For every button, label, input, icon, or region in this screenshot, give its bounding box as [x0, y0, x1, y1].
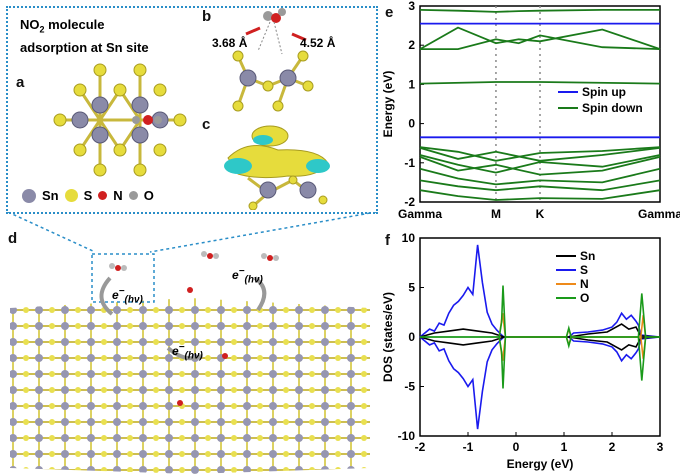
dos-ylabel: DOS (states/eV) [381, 292, 395, 382]
dos-ytick-label: -5 [404, 380, 415, 394]
band-series-line [419, 156, 661, 176]
legend-s: S [83, 188, 93, 203]
panel-e-label: e [385, 4, 394, 21]
dos-series-up [419, 244, 661, 338]
dos-series-down [419, 336, 661, 430]
band-xtick-label: Gamma [638, 207, 680, 221]
dos-legend-label: O [580, 291, 589, 305]
zoom-lines [7, 212, 377, 253]
band-ytick-label: -2 [404, 195, 415, 209]
band-ytick-label: 2 [408, 38, 415, 52]
dos-series-up [419, 323, 661, 338]
band-series-line [420, 34, 661, 50]
dos-xtick-label: 3 [657, 440, 664, 454]
band-ytick-label: 3 [408, 0, 415, 13]
legend-sn: Sn [42, 188, 59, 203]
dos-legend-label: S [580, 263, 588, 277]
dos-ytick-label: -10 [398, 429, 416, 443]
band-ylabel: Energy (eV) [381, 71, 395, 138]
charge-density-plot [224, 125, 330, 210]
legend-n: N [113, 188, 123, 203]
dos-series-up [420, 285, 660, 338]
title-sub: 2 [39, 24, 45, 35]
dos-xtick-label: 0 [513, 440, 520, 454]
title-prefix: NO [20, 17, 40, 32]
dos-series-down [420, 336, 660, 389]
band-ytick-label: 0 [408, 117, 415, 131]
dos-ytick-label: 10 [402, 231, 416, 245]
panel-a-label: a [16, 74, 25, 91]
band-series-line [419, 154, 661, 174]
title-suffix: molecule [44, 17, 105, 32]
o-swatch [128, 191, 138, 200]
band-legend-label: Spin up [582, 85, 626, 99]
electron-label-1: e−(hν) [112, 286, 143, 306]
dos-ytick-label: 0 [408, 330, 415, 344]
band-series-line [419, 147, 661, 162]
band-series-line [419, 167, 661, 186]
band-legend-label: Spin down [582, 101, 643, 115]
lattice-3d-view [10, 251, 370, 474]
dos-xtick-label: 1 [561, 440, 568, 454]
s-swatch [64, 189, 78, 202]
band-ytick-label: 1 [408, 77, 415, 91]
band-xtick-label: K [536, 207, 545, 221]
structure-side-view [232, 8, 314, 112]
band-series-line [419, 81, 661, 85]
panel-b-label: b [202, 8, 212, 25]
dos-series-down [419, 336, 661, 351]
dos-ytick-label: 5 [408, 281, 415, 295]
structure-top-view [53, 63, 187, 177]
nitrogen-atom [143, 115, 153, 125]
electron-label-2: e−(hν) [232, 266, 263, 286]
legend-o: O [143, 188, 154, 203]
band-xtick-label: M [491, 207, 501, 221]
inset-title: NO2 molecule adsorption at Sn site [20, 16, 149, 56]
dos-xtick-label: 2 [609, 440, 616, 454]
dos-xtick-label: -1 [463, 440, 474, 454]
dos-xtick-label: -2 [415, 440, 426, 454]
dos-legend-label: N [580, 277, 589, 291]
panel-f-label: f [385, 232, 390, 249]
panel-c-label: c [202, 116, 211, 133]
band-xtick-label: Gamma [398, 207, 442, 221]
n-swatch [98, 191, 108, 200]
band-series-line [419, 189, 661, 201]
panel-d-label: d [8, 230, 18, 247]
atom-legend: Sn S N O [22, 188, 154, 203]
inset-frame [6, 6, 378, 214]
band-series-line [419, 26, 661, 50]
band-series-line [419, 9, 660, 13]
distance-2: 4.52 Å [300, 36, 336, 50]
distance-1: 3.68 Å [212, 36, 248, 50]
band-ytick-label: -1 [404, 156, 415, 170]
dos-xlabel: Energy (eV) [507, 457, 574, 471]
title-line2: adsorption at Sn site [20, 39, 149, 55]
sn-swatch [22, 188, 36, 203]
band-series-line [419, 179, 661, 192]
dos-legend-label: Sn [580, 249, 595, 263]
electron-label-3: e−(hν) [172, 342, 203, 362]
zoom-region [91, 253, 155, 303]
